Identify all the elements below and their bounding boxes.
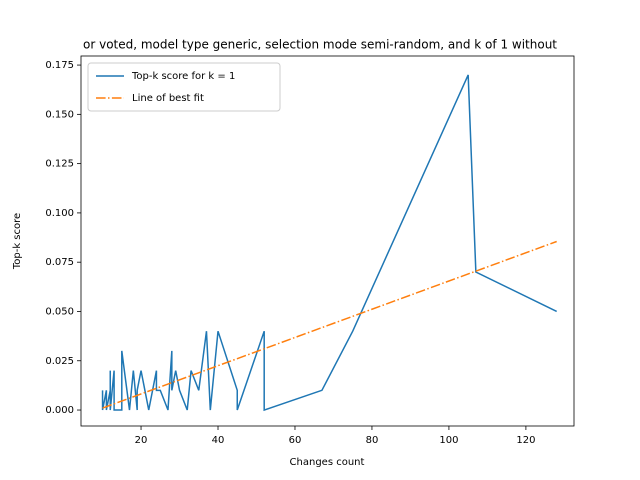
series-line: [102, 240, 557, 409]
y-tick-label: 0.000: [45, 405, 74, 416]
x-tick-label: 100: [439, 435, 458, 446]
x-axis-label: Changes count: [290, 457, 365, 468]
x-tick-label: 60: [289, 435, 302, 446]
y-tick-label: 0.075: [45, 257, 74, 268]
legend-box: [87, 62, 281, 112]
y-tick-label: 0.125: [45, 159, 74, 170]
y-tick-label: 0.150: [45, 109, 74, 120]
x-tick-label: 40: [212, 435, 225, 446]
y-tick-label: 0.175: [45, 60, 74, 71]
x-tick-label: 20: [135, 435, 148, 446]
x-tick-label: 80: [366, 435, 379, 446]
y-tick-label: 0.025: [45, 356, 74, 367]
y-axis-label: Top-k score: [12, 213, 23, 270]
legend-label: Top-k score for k = 1: [131, 71, 235, 82]
chart-title: or voted, model type generic, selection …: [83, 38, 557, 52]
series-line: [101, 74, 558, 412]
plot-frame: [80, 55, 575, 427]
y-tick-label: 0.100: [45, 208, 74, 219]
y-tick-label: 0.050: [45, 306, 74, 317]
x-tick-label: 120: [516, 435, 535, 446]
legend-label: Line of best fit: [132, 93, 204, 104]
